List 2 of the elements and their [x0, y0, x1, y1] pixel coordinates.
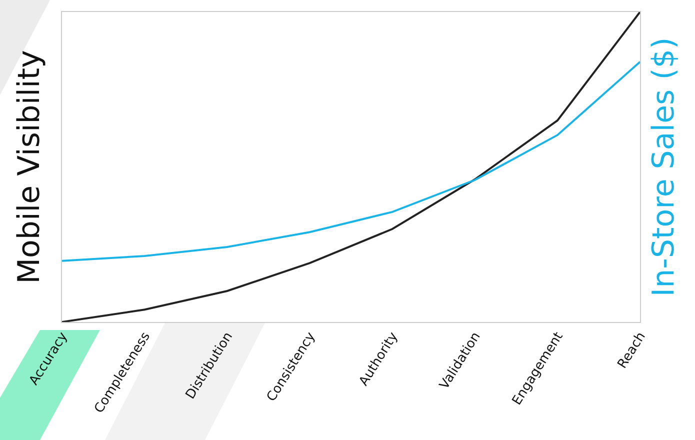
y-axis-title: Mobile Visibility	[12, 50, 47, 284]
y2-axis-title: In-Store Sales ($)	[646, 37, 682, 297]
